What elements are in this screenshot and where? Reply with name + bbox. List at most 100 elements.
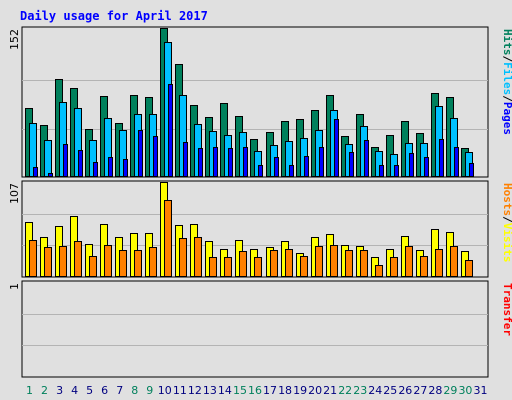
x-tick-label-day-21: 21 xyxy=(323,384,337,397)
bar-hosts-day-10 xyxy=(164,200,172,277)
x-tick-label-day-30: 30 xyxy=(458,384,472,397)
bar-pages-day-23 xyxy=(364,140,369,177)
x-tick-label-day-11: 11 xyxy=(173,384,187,397)
bar-hosts-day-20 xyxy=(315,246,323,277)
bar-pages-day-20 xyxy=(319,147,324,177)
y-axis-max-label: 152 xyxy=(8,29,21,50)
bar-pages-day-29 xyxy=(454,147,459,177)
y-axis-max-label: 1 xyxy=(8,283,21,290)
chart-panels: 152Hits/Files/Pages107Hosts/Visits1Trans… xyxy=(8,26,512,378)
x-tick-label-day-15: 15 xyxy=(233,384,247,397)
x-tick-label-day-9: 9 xyxy=(146,384,153,397)
x-tick-label-day-20: 20 xyxy=(308,384,322,397)
bar-hosts-day-2 xyxy=(44,247,52,277)
label-separator: / xyxy=(501,95,512,102)
bar-pages-day-28 xyxy=(439,139,444,177)
x-tick-label-day-17: 17 xyxy=(263,384,277,397)
bar-pages-day-9 xyxy=(153,136,158,177)
x-axis-day-labels: 1 2 3 4 5 6 7 8 9 10 11 12 13 14 15 16 17 18 19 20 21 22 23 24 2… xyxy=(26,384,487,397)
bar-hosts-day-17 xyxy=(270,250,278,277)
x-tick-label-day-4: 4 xyxy=(71,384,78,397)
bar-pages-day-25 xyxy=(394,165,399,177)
bar-hosts-day-21 xyxy=(330,245,338,277)
label-files: Files xyxy=(501,62,512,95)
bar-hosts-day-15 xyxy=(239,251,247,277)
bar-hosts-day-4 xyxy=(74,241,82,277)
label-hits: Hits xyxy=(501,29,512,56)
x-tick-label-day-27: 27 xyxy=(413,384,427,397)
bar-pages-day-1 xyxy=(33,167,38,177)
bar-pages-day-19 xyxy=(304,156,309,177)
bar-pages-day-30 xyxy=(469,163,474,177)
x-tick-label-day-22: 22 xyxy=(338,384,352,397)
bar-hosts-day-28 xyxy=(435,249,443,277)
bar-hosts-day-25 xyxy=(390,257,398,277)
bar-hosts-day-13 xyxy=(209,257,217,277)
y-axis-max-label: 107 xyxy=(8,183,21,204)
bar-pages-day-6 xyxy=(108,157,113,177)
bar-pages-day-15 xyxy=(243,147,248,177)
bar-hosts-day-16 xyxy=(254,257,262,277)
right-series-label: Hosts/Visits xyxy=(501,183,512,263)
bar-pages-day-27 xyxy=(424,157,429,177)
right-series-label: Hits/Files/Pages xyxy=(501,29,512,135)
x-tick-label-day-25: 25 xyxy=(383,384,397,397)
bar-pages-day-2 xyxy=(48,173,53,177)
bar-hosts-day-22 xyxy=(345,250,353,277)
right-series-label: Transfer xyxy=(501,283,512,336)
bar-pages-day-16 xyxy=(258,165,263,177)
label-hosts: Hosts xyxy=(501,183,512,216)
bar-pages-day-24 xyxy=(379,165,384,177)
bar-hosts-day-26 xyxy=(405,246,413,277)
bar-hosts-day-6 xyxy=(104,245,112,277)
x-tick-label-day-13: 13 xyxy=(203,384,217,397)
bar-pages-day-4 xyxy=(78,150,83,177)
x-tick-label-day-29: 29 xyxy=(443,384,457,397)
series-hosts xyxy=(29,200,473,277)
bar-pages-day-10 xyxy=(168,84,173,177)
bar-hosts-day-29 xyxy=(450,246,458,277)
bar-hosts-day-23 xyxy=(360,250,368,277)
bar-pages-day-7 xyxy=(123,159,128,177)
bar-pages-day-5 xyxy=(93,162,98,177)
x-tick-label-day-24: 24 xyxy=(368,384,382,397)
bar-pages-day-21 xyxy=(334,119,339,177)
bar-files-day-2 xyxy=(44,140,52,177)
bar-hosts-day-27 xyxy=(420,256,428,277)
panel-hosts-visits: 107 Hosts/Visits xyxy=(8,180,512,278)
bar-pages-day-22 xyxy=(349,152,354,177)
x-tick-label-day-31: 31 xyxy=(473,384,487,397)
x-tick-label-day-16: 16 xyxy=(248,384,262,397)
bar-hosts-day-3 xyxy=(59,246,67,277)
chart-title: Daily usage for April 2017 xyxy=(20,9,208,23)
x-tick-label-day-5: 5 xyxy=(86,384,93,397)
bar-hosts-day-19 xyxy=(300,256,308,277)
x-tick-label-day-10: 10 xyxy=(158,384,172,397)
x-tick-label-day-14: 14 xyxy=(218,384,232,397)
bar-hosts-day-5 xyxy=(89,256,97,277)
bar-hosts-day-14 xyxy=(224,257,232,277)
x-tick-label-day-28: 28 xyxy=(428,384,442,397)
x-tick-label-day-1: 1 xyxy=(26,384,33,397)
label-separator: / xyxy=(501,216,512,223)
x-tick-label-day-23: 23 xyxy=(353,384,367,397)
label-visits: Visits xyxy=(501,223,512,263)
x-tick-label-day-18: 18 xyxy=(278,384,292,397)
x-tick-label-day-26: 26 xyxy=(398,384,412,397)
x-tick-label-day-12: 12 xyxy=(188,384,202,397)
series-pages xyxy=(33,84,474,177)
x-tick-label-day-3: 3 xyxy=(56,384,63,397)
bar-hosts-day-24 xyxy=(375,265,383,277)
label-pages: Pages xyxy=(501,102,512,135)
bar-pages-day-11 xyxy=(183,142,188,177)
bar-hosts-day-30 xyxy=(465,260,473,277)
bar-pages-day-18 xyxy=(289,165,294,177)
bar-pages-day-8 xyxy=(138,130,143,177)
bar-hosts-day-18 xyxy=(285,249,293,277)
bar-hosts-day-1 xyxy=(29,240,37,277)
panel-transfer: 1 Transfer xyxy=(8,280,512,378)
bar-hosts-day-12 xyxy=(194,237,202,277)
bar-pages-day-3 xyxy=(63,144,68,177)
x-tick-label-day-7: 7 xyxy=(116,384,123,397)
x-tick-label-day-8: 8 xyxy=(131,384,138,397)
